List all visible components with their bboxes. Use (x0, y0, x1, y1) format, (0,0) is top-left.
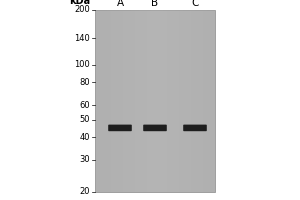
Text: 30: 30 (80, 155, 90, 164)
Bar (127, 10, 131, 192)
Bar (179, 10, 183, 192)
Text: 60: 60 (80, 101, 90, 110)
Bar (107, 10, 111, 192)
Bar (207, 10, 211, 192)
Bar (135, 10, 139, 192)
Bar (199, 10, 203, 192)
Bar (187, 10, 191, 192)
Bar (195, 10, 199, 192)
FancyBboxPatch shape (143, 125, 167, 131)
Text: 40: 40 (80, 133, 90, 142)
Bar (139, 10, 143, 192)
Bar (95, 10, 215, 192)
Text: 100: 100 (74, 60, 90, 69)
Bar (167, 10, 171, 192)
Text: A: A (116, 0, 124, 8)
Text: 50: 50 (80, 115, 90, 124)
Bar (95, 10, 99, 192)
Bar (191, 10, 195, 192)
Bar (147, 10, 151, 192)
Bar (143, 10, 147, 192)
FancyBboxPatch shape (183, 125, 207, 131)
Bar (159, 10, 163, 192)
Bar (155, 10, 159, 192)
Bar (175, 10, 179, 192)
Bar (163, 10, 167, 192)
Bar (111, 10, 115, 192)
Bar (123, 10, 127, 192)
Bar (151, 10, 155, 192)
Text: kDa: kDa (69, 0, 90, 6)
FancyBboxPatch shape (108, 125, 132, 131)
Text: C: C (191, 0, 199, 8)
Bar (211, 10, 215, 192)
Text: 20: 20 (80, 188, 90, 196)
Bar (171, 10, 175, 192)
Text: 200: 200 (74, 5, 90, 15)
Bar (131, 10, 135, 192)
Bar (203, 10, 207, 192)
Text: 140: 140 (74, 34, 90, 43)
Text: 80: 80 (80, 78, 90, 87)
Text: B: B (152, 0, 159, 8)
Bar (115, 10, 119, 192)
Bar (99, 10, 103, 192)
Bar (183, 10, 187, 192)
Bar (103, 10, 107, 192)
Bar (119, 10, 123, 192)
